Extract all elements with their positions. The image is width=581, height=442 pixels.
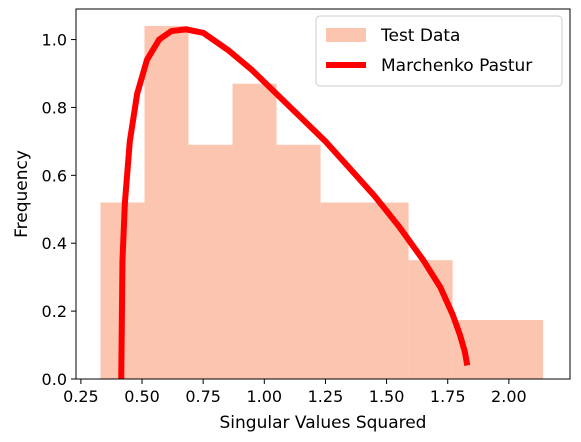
x-axis-label: Singular Values Squared: [220, 413, 427, 433]
x-tick-label: 0.75: [185, 387, 221, 406]
marchenko-pastur-curve: [118, 26, 471, 380]
x-tick-label: 1.00: [246, 387, 282, 406]
y-tick-label: 0.6: [42, 166, 67, 185]
legend-label-test-data: Test Data: [380, 26, 460, 46]
histogram-bar-6: [320, 202, 365, 379]
legend-box: [315, 15, 563, 87]
legend: Test Data Marchenko Pastur: [315, 15, 563, 87]
y-tick-label: 1.0: [42, 31, 67, 50]
y-axis-ticks: 0.0 0.2 0.4 0.6 0.8 1.0: [42, 31, 76, 389]
histogram-bars: [100, 25, 544, 380]
x-tick-label: 1.50: [369, 387, 405, 406]
x-tick-label: 1.25: [308, 387, 344, 406]
x-tick-label: 2.00: [491, 387, 527, 406]
x-tick-label: 1.75: [430, 387, 466, 406]
x-tick-label: 0.25: [63, 387, 99, 406]
y-tick-label: 0.2: [42, 302, 67, 321]
histogram-bar-5: [276, 144, 321, 379]
plot-frame: [75, 8, 571, 380]
y-tick-label: 0.8: [42, 98, 67, 117]
histogram-bar-4: [232, 83, 277, 380]
x-axis-ticks: 0.25 0.50 0.75 1.00 1.25 1.50 1.75 2.00: [63, 379, 527, 406]
histogram-bar-3: [188, 144, 233, 379]
histogram-bar-2: [144, 25, 189, 380]
legend-label-marchenko-pastur: Marchenko Pastur: [381, 56, 532, 76]
x-tick-label: 0.50: [124, 387, 160, 406]
histogram-bar-9: [452, 319, 544, 379]
y-tick-label: 0.4: [42, 234, 67, 253]
histogram-bar-8: [408, 260, 453, 379]
legend-swatch-test-data: [326, 28, 366, 42]
y-tick-label: 0.0: [42, 370, 67, 389]
y-axis-label: Frequency: [12, 150, 32, 238]
curve-layer: [118, 26, 471, 380]
